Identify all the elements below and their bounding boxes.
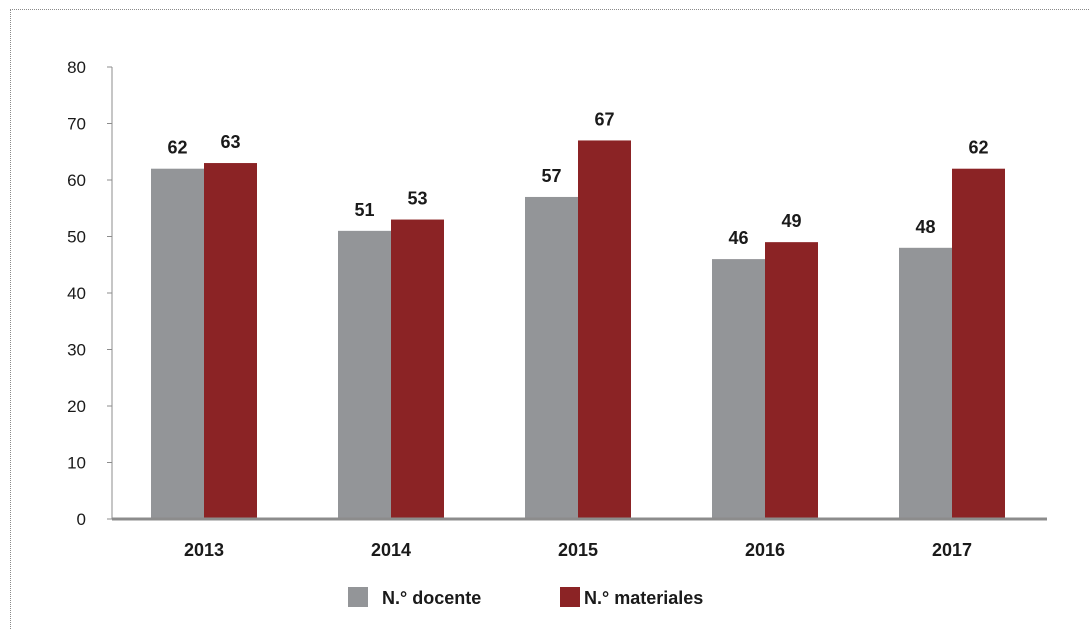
data-label: 48 [915, 217, 935, 237]
x-tick-label: 2013 [184, 540, 224, 560]
bar-docente-2013 [151, 168, 204, 519]
legend-swatch [560, 587, 580, 607]
y-tick-label: 10 [67, 454, 86, 473]
bar-docente-2017 [899, 247, 952, 520]
y-tick-label: 60 [67, 171, 86, 190]
data-label: 49 [781, 211, 801, 231]
data-label: 46 [728, 228, 748, 248]
bars: 62 63 51 53 57 67 46 49 48 62 [151, 109, 1005, 520]
bar-materiales-2017 [952, 168, 1005, 519]
x-tick-label: 2016 [745, 540, 785, 560]
x-axis: 2013 2014 2015 2016 2017 [112, 517, 1047, 560]
legend-swatch [348, 587, 368, 607]
data-label: 62 [167, 138, 187, 158]
legend: N.° docente N.° materiales [348, 587, 703, 608]
data-label: 63 [220, 132, 240, 152]
y-tick-label: 70 [67, 115, 86, 134]
data-label: 62 [968, 138, 988, 158]
bar-docente-2014 [338, 230, 391, 519]
y-tick-label: 20 [67, 397, 86, 416]
y-tick-label: 80 [67, 58, 86, 77]
x-tick-label: 2014 [371, 540, 411, 560]
bar-materiales-2015 [578, 140, 631, 519]
y-tick-label: 0 [77, 510, 86, 529]
chart-frame [10, 9, 1089, 629]
bar-docente-2015 [525, 196, 578, 519]
y-tick-label: 50 [67, 228, 86, 247]
bar-materiales-2014 [391, 219, 444, 520]
data-label: 57 [541, 166, 561, 186]
bar-docente-2016 [712, 259, 765, 519]
y-axis: 0 10 20 30 40 50 60 70 80 [67, 58, 113, 529]
data-label: 67 [594, 109, 614, 129]
data-label: 51 [354, 200, 374, 220]
legend-label: N.° docente [382, 588, 481, 608]
data-label: 53 [407, 189, 427, 209]
x-tick-label: 2017 [932, 540, 972, 560]
y-tick-label: 30 [67, 341, 86, 360]
legend-label: N.° materiales [584, 588, 703, 608]
x-tick-label: 2015 [558, 540, 598, 560]
bar-materiales-2016 [765, 242, 818, 519]
y-tick-label: 40 [67, 284, 86, 303]
bar-materiales-2013 [204, 163, 257, 520]
